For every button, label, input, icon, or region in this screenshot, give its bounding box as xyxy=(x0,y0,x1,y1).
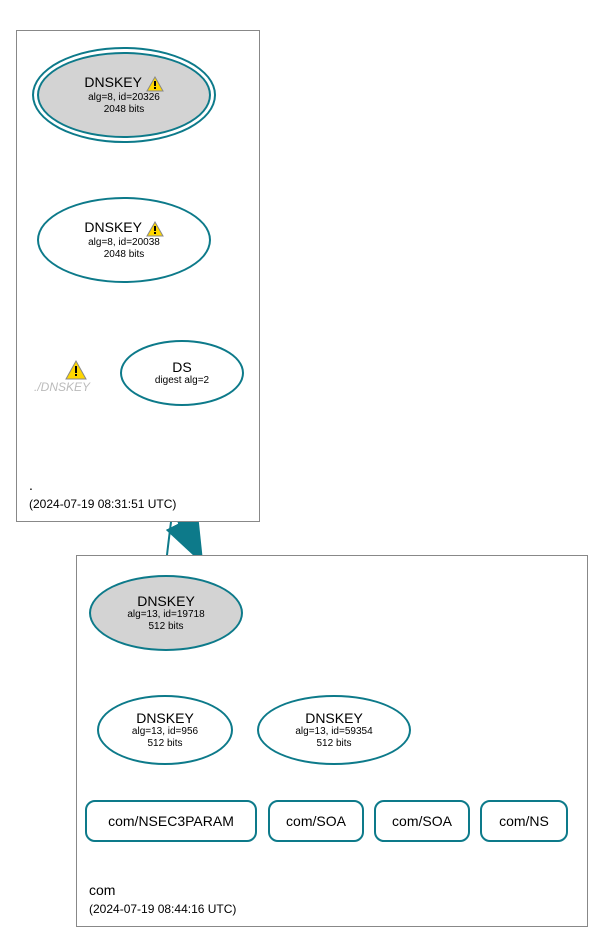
warning-icon xyxy=(146,76,164,92)
node-title: com/NS xyxy=(499,813,549,829)
zone-root-timestamp: (2024-07-19 08:31:51 UTC) xyxy=(29,497,176,511)
node-sub1: alg=8, id=20038 xyxy=(88,237,160,249)
node-sub2: 512 bits xyxy=(147,738,182,750)
node-root-ksk: DNSKEY alg=8, id=20326 2048 bits xyxy=(37,52,211,138)
node-sub2: 512 bits xyxy=(316,738,351,750)
warning-icon xyxy=(146,221,164,237)
node-soa2: com/SOA xyxy=(374,800,470,842)
loose-warning: ./DNSKEY xyxy=(48,360,104,394)
node-sub2: 512 bits xyxy=(148,621,183,633)
warning-icon xyxy=(65,360,87,380)
node-title: com/NSEC3PARAM xyxy=(108,813,234,829)
node-nsec3param: com/NSEC3PARAM xyxy=(85,800,257,842)
node-sub1: digest alg=2 xyxy=(155,375,209,387)
node-title: com/SOA xyxy=(392,813,452,829)
node-title: DNSKEY xyxy=(84,219,163,236)
node-title: DNSKEY xyxy=(137,593,195,609)
node-ns: com/NS xyxy=(480,800,568,842)
node-title: DNSKEY xyxy=(136,710,194,726)
node-sub1: alg=13, id=19718 xyxy=(127,609,204,621)
node-sub1: alg=8, id=20326 xyxy=(88,92,160,104)
node-com-zsk2: DNSKEY alg=13, id=59354 512 bits xyxy=(257,695,411,765)
node-com-ksk: DNSKEY alg=13, id=19718 512 bits xyxy=(89,575,243,651)
node-root-zsk: DNSKEY alg=8, id=20038 2048 bits xyxy=(37,197,211,283)
zone-root-label: . xyxy=(29,477,33,493)
node-title: com/SOA xyxy=(286,813,346,829)
loose-warning-label: ./DNSKEY xyxy=(34,380,90,394)
zone-com-timestamp: (2024-07-19 08:44:16 UTC) xyxy=(89,902,236,916)
node-title: DS xyxy=(172,359,191,375)
node-root-ds: DS digest alg=2 xyxy=(120,340,244,406)
node-title: DNSKEY xyxy=(84,74,163,91)
node-sub1: alg=13, id=956 xyxy=(132,726,198,738)
node-soa1: com/SOA xyxy=(268,800,364,842)
node-com-zsk1: DNSKEY alg=13, id=956 512 bits xyxy=(97,695,233,765)
node-title: DNSKEY xyxy=(305,710,363,726)
node-sub2: 2048 bits xyxy=(104,249,145,261)
node-sub1: alg=13, id=59354 xyxy=(295,726,372,738)
node-sub2: 2048 bits xyxy=(104,104,145,116)
zone-com-label: com xyxy=(89,882,115,898)
